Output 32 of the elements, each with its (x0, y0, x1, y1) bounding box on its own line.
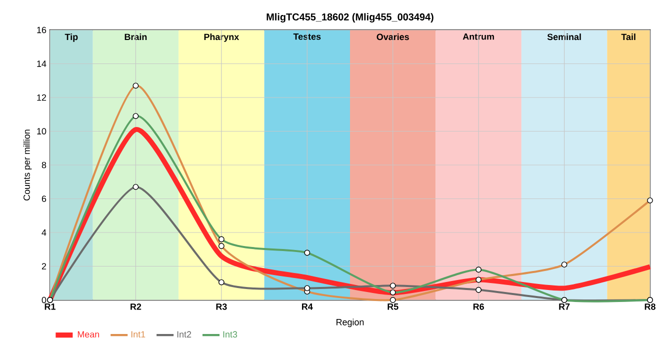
y-tick-label: 16 (37, 26, 46, 34)
x-tick-label: R2 (130, 304, 142, 310)
y-tick-label: 14 (37, 60, 46, 67)
y-tick-label: 12 (37, 94, 46, 101)
band-label: Tail (621, 34, 636, 40)
y-tick-label: 6 (42, 196, 46, 202)
band-label: Seminal (547, 34, 581, 40)
y-tick-label: 2 (42, 263, 46, 270)
band-label: Tip (64, 34, 78, 42)
x-tick-label: R1 (44, 304, 56, 310)
x-axis-title: Region (336, 318, 364, 328)
band-label: Antrum (462, 34, 494, 40)
y-axis-title: Counts per million (23, 130, 32, 200)
chart-title: MligTC455_18602 (Mlig455_003494) (266, 13, 434, 22)
y-tick-label: 4 (42, 229, 46, 236)
x-tick-label: R6 (473, 304, 484, 310)
band-label: Brain (124, 34, 147, 40)
band-label: Ovaries (376, 34, 409, 40)
legend-label: Mean (78, 331, 100, 338)
legend-label: Int3 (223, 331, 238, 338)
x-tick-label: R5 (388, 304, 398, 310)
legend-label: Int1 (131, 331, 146, 338)
band-label: Testes (293, 34, 321, 40)
y-tick-label: 8 (42, 162, 46, 168)
x-tick-label: R3 (216, 304, 227, 310)
y-tick-label: 10 (37, 128, 46, 134)
x-tick-label: R4 (302, 304, 313, 310)
x-tick-label: R7 (559, 304, 570, 310)
y-tick-label: 0 (42, 296, 46, 304)
legend-label: Int2 (177, 331, 192, 338)
band-label: Pharynx (204, 34, 240, 42)
x-tick-label: R8 (644, 304, 656, 310)
